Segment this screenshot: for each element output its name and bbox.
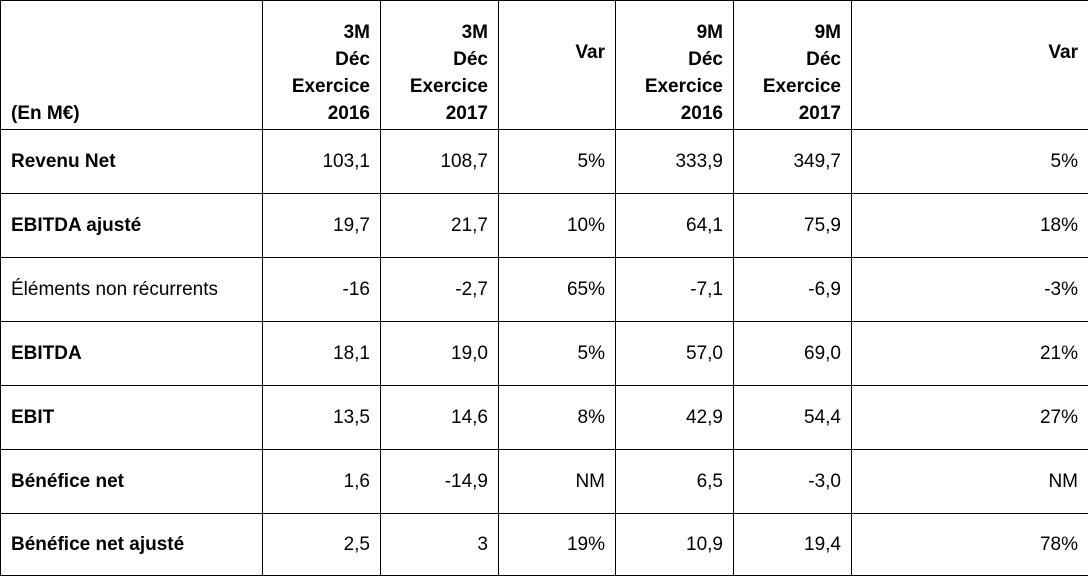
column-header-line: Var — [862, 39, 1078, 66]
column-header-line: 2016 — [626, 100, 723, 127]
table-cell: 2,5 — [263, 514, 381, 576]
table-row: Éléments non récurrents -16 -2,7 65% -7,… — [1, 258, 1088, 322]
table-cell: -7,1 — [616, 258, 734, 322]
table-cell: 108,7 — [381, 130, 499, 194]
row-label: EBITDA — [1, 322, 263, 386]
table-cell: 21,7 — [381, 194, 499, 258]
table-cell: -14,9 — [381, 450, 499, 514]
table-cell: -6,9 — [734, 258, 852, 322]
table-cell: NM — [499, 450, 616, 514]
table-cell: 69,0 — [734, 322, 852, 386]
row-label: Bénéfice net — [1, 450, 263, 514]
column-header-var-3m: Var — [499, 1, 616, 130]
column-header-line: Déc — [391, 46, 488, 73]
column-header-3m-2017: 3M Déc Exercice 2017 — [381, 1, 499, 130]
table-cell: 10% — [499, 194, 616, 258]
table-cell: 57,0 — [616, 322, 734, 386]
row-label: Éléments non récurrents — [1, 258, 263, 322]
column-header-line: Déc — [273, 46, 370, 73]
table-cell: 19% — [499, 514, 616, 576]
unit-label: (En M€) — [1, 1, 263, 130]
table-cell: 5% — [499, 130, 616, 194]
table-cell: 5% — [499, 322, 616, 386]
column-header-line: 3M — [391, 19, 488, 46]
column-header-line: 2017 — [391, 100, 488, 127]
column-header-line: 9M — [744, 19, 841, 46]
table-header-row: (En M€) 3M Déc Exercice 2016 3M Déc Exer… — [1, 1, 1088, 130]
table-cell: -3,0 — [734, 450, 852, 514]
column-header-line: 2017 — [744, 100, 841, 127]
table-cell: 19,4 — [734, 514, 852, 576]
table-cell: 349,7 — [734, 130, 852, 194]
column-header-9m-2016: 9M Déc Exercice 2016 — [616, 1, 734, 130]
row-label: Bénéfice net ajusté — [1, 514, 263, 576]
table-cell: 65% — [499, 258, 616, 322]
row-label: EBITDA ajusté — [1, 194, 263, 258]
table-cell: -3% — [852, 258, 1088, 322]
table-cell: 8% — [499, 386, 616, 450]
column-header-line: Déc — [744, 46, 841, 73]
table-cell: NM — [852, 450, 1088, 514]
table-cell: 6,5 — [616, 450, 734, 514]
table-cell: 21% — [852, 322, 1088, 386]
table-cell: 42,9 — [616, 386, 734, 450]
table-cell: 103,1 — [263, 130, 381, 194]
table-cell: 75,9 — [734, 194, 852, 258]
table-cell: 27% — [852, 386, 1088, 450]
column-header-9m-2017: 9M Déc Exercice 2017 — [734, 1, 852, 130]
table-cell: 3 — [381, 514, 499, 576]
table-row: EBIT 13,5 14,6 8% 42,9 54,4 27% — [1, 386, 1088, 450]
table-cell: -16 — [263, 258, 381, 322]
column-header-line: Déc — [626, 46, 723, 73]
table-cell: 78% — [852, 514, 1088, 576]
table-row: EBITDA ajusté 19,7 21,7 10% 64,1 75,9 18… — [1, 194, 1088, 258]
column-header-3m-2016: 3M Déc Exercice 2016 — [263, 1, 381, 130]
row-label: EBIT — [1, 386, 263, 450]
table-cell: -2,7 — [381, 258, 499, 322]
table-cell: 10,9 — [616, 514, 734, 576]
table-cell: 19,0 — [381, 322, 499, 386]
table-cell: 54,4 — [734, 386, 852, 450]
table-cell: 333,9 — [616, 130, 734, 194]
column-header-line: Var — [509, 39, 605, 66]
column-header-line: 9M — [626, 19, 723, 46]
table-cell: 18,1 — [263, 322, 381, 386]
table-row: Bénéfice net 1,6 -14,9 NM 6,5 -3,0 NM — [1, 450, 1088, 514]
table-cell: 14,6 — [381, 386, 499, 450]
table-cell: 5% — [852, 130, 1088, 194]
table-row: Bénéfice net ajusté 2,5 3 19% 10,9 19,4 … — [1, 514, 1088, 576]
column-header-line: 2016 — [273, 100, 370, 127]
column-header-line: 3M — [273, 19, 370, 46]
column-header-line: Exercice — [744, 73, 841, 100]
table-cell: 18% — [852, 194, 1088, 258]
table-row: Revenu Net 103,1 108,7 5% 333,9 349,7 5% — [1, 130, 1088, 194]
row-label: Revenu Net — [1, 130, 263, 194]
column-header-line: Exercice — [391, 73, 488, 100]
table-cell: 19,7 — [263, 194, 381, 258]
table-cell: 1,6 — [263, 450, 381, 514]
table-cell: 13,5 — [263, 386, 381, 450]
table-cell: 64,1 — [616, 194, 734, 258]
column-header-line: Exercice — [626, 73, 723, 100]
column-header-line: Exercice — [273, 73, 370, 100]
column-header-var-9m: Var — [852, 1, 1088, 130]
table-row: EBITDA 18,1 19,0 5% 57,0 69,0 21% — [1, 322, 1088, 386]
